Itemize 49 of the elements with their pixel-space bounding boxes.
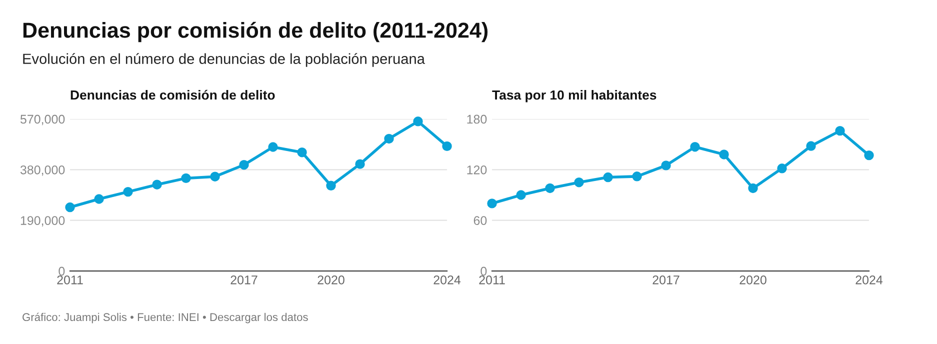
point [210, 172, 220, 182]
point [574, 177, 584, 188]
y-tick-label: 120 [467, 165, 487, 174]
point [239, 160, 249, 170]
point [65, 202, 75, 212]
y-tick-label: 180 [467, 114, 487, 124]
y-tick-label: 190,000 [20, 216, 65, 226]
point [326, 180, 336, 191]
point [152, 180, 162, 190]
x-tick-label: 2024 [434, 275, 461, 284]
text: Evolución en el número de denuncias de la población peruana [23, 53, 425, 67]
point [545, 183, 555, 194]
x-tick-label: 2024 [856, 275, 883, 284]
text: Denuncias por comisión de delito (2011-2024) [23, 22, 488, 42]
text: Gráfico: Juampi Solis • Fuente: INEI • Descargar los datos [22, 312, 308, 324]
chart-title: Denuncias de comisión de delito [70, 90, 275, 100]
point [94, 194, 104, 204]
point [719, 150, 729, 160]
x-tick-label: 2020 [740, 275, 766, 284]
x-tick-label: 2011 [57, 275, 83, 284]
x-tick-label: 2017 [230, 275, 258, 284]
y-tick-label: 570,000 [20, 114, 65, 126]
point [123, 186, 133, 197]
point [777, 164, 787, 174]
point [864, 150, 874, 160]
point [355, 159, 365, 169]
point [603, 172, 613, 182]
point [632, 172, 642, 182]
point [487, 198, 497, 208]
point [690, 142, 700, 152]
point [297, 147, 307, 158]
point [268, 142, 278, 152]
y-tick-label: 0 [480, 266, 487, 276]
y-tick-label: 380,000 [20, 165, 65, 176]
point [748, 183, 758, 194]
point [384, 134, 394, 144]
chart-title: Tasa por 10 mil habitantes [492, 90, 656, 102]
x-tick-label: 2017 [652, 275, 680, 284]
point [835, 126, 845, 136]
point [516, 190, 526, 200]
point [806, 141, 816, 151]
x-tick-label: 2011 [479, 275, 505, 284]
y-tick-label: 0 [58, 266, 65, 276]
x-tick-label: 2020 [318, 275, 344, 284]
point [442, 141, 452, 152]
point [661, 160, 671, 170]
point [413, 116, 423, 126]
y-tick-label: 60 [474, 216, 487, 225]
point [181, 173, 191, 184]
